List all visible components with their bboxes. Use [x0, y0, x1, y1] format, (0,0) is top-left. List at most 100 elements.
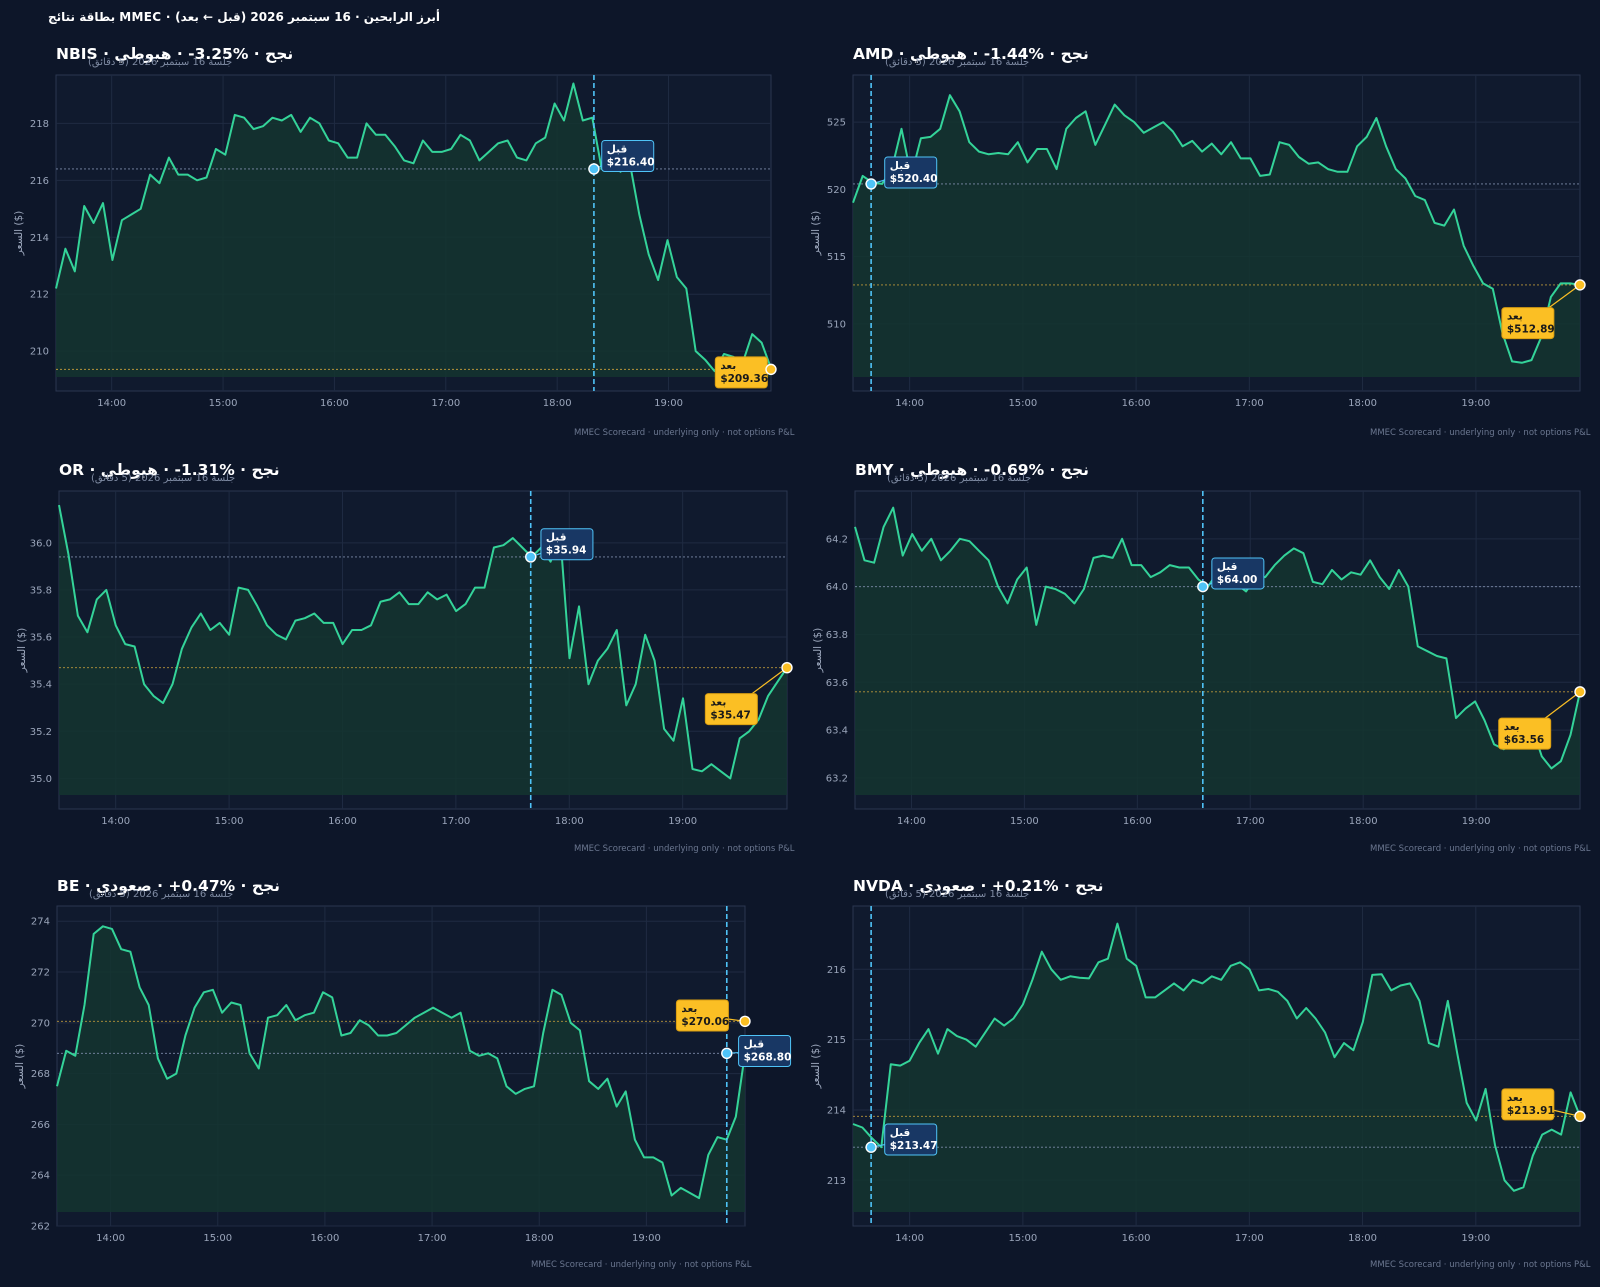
post-price-callout: بعد$209.36 [714, 356, 777, 389]
y-tick-label: 215 [827, 1035, 846, 1046]
chart-subtitle: جلسة 16 سبتمبر 2026 (5 دقائق) [887, 473, 1032, 484]
y-tick-label: 270 [31, 1018, 50, 1029]
callout-label: بعد [720, 360, 736, 372]
chart-title: NBIS · نجح · %3.25- · هبوطي [56, 45, 294, 63]
post-price-marker [1574, 1110, 1586, 1122]
chart-subtitle: جلسة 16 سبتمبر 2026 (5 دقائق) [885, 889, 1030, 900]
y-axis-label: السعر ($) [13, 211, 25, 257]
callout-label: بعد [1507, 311, 1523, 323]
y-tick-label: 214 [30, 233, 49, 244]
x-tick-label: 19:00 [654, 398, 683, 409]
chart-title: BE · نجح · %0.47+ · صعودي [57, 877, 280, 895]
x-tick-label: 15:00 [203, 1233, 232, 1244]
post-price-callout: بعد$213.91 [1501, 1088, 1586, 1122]
chart-footer: MMEC Scorecard · underlying only · not o… [1370, 844, 1591, 854]
pre-price-callout: قبل$64.00 [1197, 557, 1265, 593]
x-tick-label: 19:00 [1462, 816, 1491, 827]
x-tick-label: 15:00 [215, 816, 244, 827]
callout-label: قبل [607, 143, 628, 155]
x-tick-label: 15:00 [1008, 1233, 1037, 1244]
y-tick-label: 63.2 [826, 773, 848, 784]
callout-value: $63.56 [1504, 734, 1545, 746]
y-tick-label: 520 [827, 185, 846, 196]
post-price-callout: بعد$512.89 [1501, 279, 1586, 340]
x-tick-label: 19:00 [1461, 1233, 1490, 1244]
chart-footer: MMEC Scorecard · underlying only · not o… [531, 1260, 752, 1270]
y-tick-label: 216 [827, 965, 846, 976]
callout-value: $520.40 [890, 173, 938, 185]
pre-price-marker [525, 551, 537, 563]
chart-subtitle: جلسة 16 سبتمبر 2026 (5 دقائق) [91, 473, 236, 484]
chart-panel-nbis: NBIS · نجح · %3.25- · هبوطي جلسة 16 سبتم… [0, 36, 800, 451]
pre-price-marker [588, 163, 600, 175]
y-tick-label: 63.4 [826, 726, 848, 737]
post-price-marker [781, 661, 793, 674]
y-tick-label: 35.6 [30, 633, 52, 644]
pre-price-marker [1197, 580, 1209, 593]
y-tick-label: 212 [30, 290, 49, 301]
x-tick-label: 18:00 [1348, 1233, 1377, 1244]
pre-price-marker [721, 1047, 733, 1060]
x-tick-label: 14:00 [897, 816, 926, 827]
x-tick-label: 19:00 [668, 816, 697, 827]
callout-box [675, 999, 729, 1032]
x-tick-label: 18:00 [1349, 816, 1378, 827]
pre-price-callout: قبل$216.40 [588, 139, 655, 175]
price-area [855, 507, 1580, 795]
y-tick-label: 36.0 [30, 538, 52, 549]
chart-title: NVDA · نجح · %0.21+ · صعودي [853, 877, 1104, 895]
y-tick-label: 268 [31, 1069, 50, 1080]
price-chart: 14:00 15:00 16:00 17:00 18:00 19:00 262 264 266 2… [14, 905, 791, 1244]
chart-panel-or: OR · نجح · %1.31- · هبوطي جلسة 16 سبتمبر… [0, 452, 800, 867]
callout-value: $209.36 [720, 373, 768, 385]
x-tick-label: 16:00 [1122, 1233, 1151, 1244]
x-tick-label: 14:00 [895, 1233, 924, 1244]
callout-box [540, 528, 594, 561]
price-line [852, 922, 1581, 1192]
price-chart: 14:00 15:00 16:00 17:00 18:00 19:00 213 214 215 2… [810, 905, 1586, 1244]
x-tick-label: 14:00 [895, 398, 924, 409]
post-price-marker [1574, 686, 1586, 698]
y-axis-label: السعر ($) [14, 1044, 26, 1090]
callout-box [1211, 557, 1265, 590]
post-price-marker [739, 1015, 751, 1028]
callout-value: $35.94 [546, 545, 587, 557]
price-chart: 14:00 15:00 16:00 17:00 18:00 19:00 210 212 214 2… [13, 74, 777, 409]
callout-value: $213.91 [1507, 1105, 1555, 1117]
chart-panel-nvda: NVDA · نجح · %0.21+ · صعودي جلسة 16 سبتم… [796, 868, 1596, 1283]
price-area [59, 505, 787, 795]
price-area [853, 95, 1580, 377]
callout-value: $512.89 [1507, 324, 1555, 336]
pre-price-marker [865, 1141, 877, 1153]
y-tick-label: 510 [827, 319, 846, 330]
chart-title: BMY · نجح · %0.69- · هبوطي [855, 461, 1089, 479]
y-axis-label: السعر ($) [812, 628, 824, 674]
callout-box [704, 693, 758, 726]
x-tick-label: 17:00 [418, 1233, 447, 1244]
callout-box [601, 139, 655, 172]
callout-box [1498, 717, 1552, 750]
pre-price-callout: قبل$268.80 [721, 1035, 791, 1068]
chart-subtitle: جلسة 16 سبتمبر 2026 (5 دقائق) [88, 57, 233, 68]
post-price-callout: بعد$35.47 [704, 661, 793, 726]
y-tick-label: 35.8 [30, 585, 52, 596]
x-tick-label: 16:00 [1123, 816, 1152, 827]
y-axis-label: السعر ($) [16, 628, 28, 674]
chart-subtitle: جلسة 16 سبتمبر 2026 (5 دقائق) [89, 889, 234, 900]
price-chart: 14:00 15:00 16:00 17:00 18:00 19:00 510 515 520 5… [810, 74, 1586, 409]
callout-value: $216.40 [607, 156, 655, 168]
chart-subtitle: جلسة 16 سبتمبر 2026 (5 دقائق) [885, 57, 1030, 68]
post-price-marker [765, 363, 777, 376]
x-tick-label: 19:00 [632, 1233, 661, 1244]
callout-box [884, 1123, 938, 1156]
pre-price-callout: قبل$35.94 [525, 528, 594, 563]
y-tick-label: 218 [30, 119, 49, 130]
chart-footer: MMEC Scorecard · underlying only · not o… [574, 428, 795, 438]
y-tick-label: 64.2 [826, 534, 848, 545]
x-tick-label: 14:00 [96, 1233, 125, 1244]
callout-label: بعد [1507, 1092, 1523, 1104]
price-area [853, 923, 1580, 1212]
x-tick-label: 15:00 [209, 398, 238, 409]
x-tick-label: 17:00 [1235, 1233, 1264, 1244]
x-tick-label: 17:00 [441, 816, 470, 827]
